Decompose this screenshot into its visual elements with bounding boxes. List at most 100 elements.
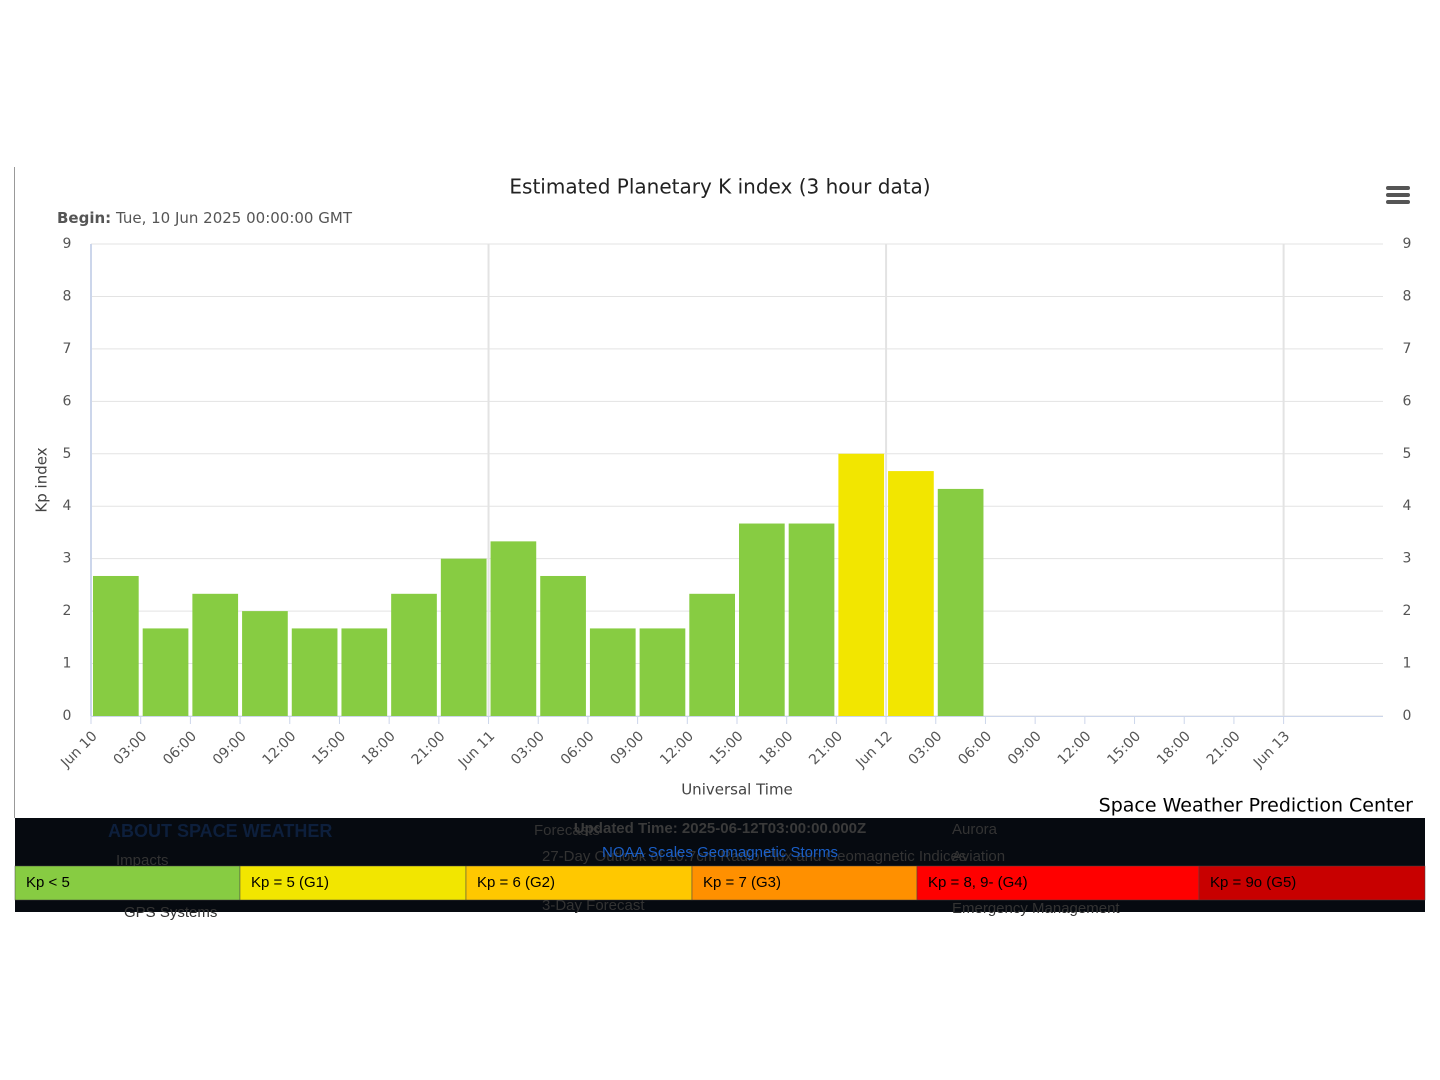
x-tick-label: 21:00 — [409, 728, 449, 768]
bar — [490, 541, 537, 716]
footer-link[interactable]: GPS Systems — [124, 904, 217, 921]
y-tick-label: 8 — [63, 288, 72, 304]
subtitle-text: Tue, 10 Jun 2025 00:00:00 GMT — [115, 209, 353, 227]
x-tick-label: 12:00 — [1055, 728, 1095, 768]
scale-label: Kp = 7 (G3) — [703, 874, 781, 891]
bar — [391, 593, 437, 716]
menu-bar — [1386, 200, 1410, 204]
y-tick-label: 5 — [63, 446, 72, 462]
menu-bar — [1386, 186, 1410, 190]
bar — [589, 628, 636, 716]
x-tick-label: 18:00 — [359, 728, 399, 768]
y-tick-label: 1 — [63, 656, 72, 672]
bar — [242, 611, 288, 716]
bar — [540, 575, 586, 716]
x-tick-label: 18:00 — [1154, 728, 1194, 768]
footer-link[interactable]: Forecasts — [534, 822, 600, 839]
bar — [838, 453, 885, 716]
y-tick-label-right: 6 — [1403, 393, 1412, 409]
x-tick-label: 09:00 — [1005, 728, 1045, 768]
x-tick-label: 03:00 — [110, 728, 150, 768]
x-tick-label: 12:00 — [657, 728, 697, 768]
x-tick-label: 12:00 — [260, 728, 300, 768]
chart-title: Estimated Planetary K index (3 hour data… — [509, 175, 930, 199]
scale-box — [1198, 865, 1426, 901]
y-tick-label: 0 — [63, 708, 72, 724]
x-tick-label: 06:00 — [558, 728, 598, 768]
x-tick-label: Jun 11 — [455, 728, 498, 771]
y-tick-label: 6 — [63, 393, 72, 409]
bar — [689, 593, 735, 716]
scale-label: Kp < 5 — [26, 874, 70, 891]
y-tick-label-right: 4 — [1403, 498, 1412, 514]
footer-link[interactable]: Impacts — [116, 852, 169, 869]
bar — [291, 628, 338, 716]
x-tick-label: Jun 10 — [57, 728, 100, 771]
bar — [93, 575, 139, 716]
x-tick-label: 09:00 — [210, 728, 250, 768]
y-tick-label-right: 0 — [1403, 708, 1412, 724]
y-axis-title: Kp index — [33, 447, 51, 512]
y-tick-label: 9 — [63, 236, 72, 252]
scale-box — [14, 865, 241, 901]
footer-link[interactable]: Aurora — [952, 821, 998, 838]
y-tick-label-right: 8 — [1403, 288, 1412, 304]
bar — [739, 523, 785, 716]
x-tick-label: 15:00 — [707, 728, 747, 768]
footer-link[interactable]: Emergency Management — [952, 900, 1120, 917]
bar — [937, 488, 984, 716]
x-tick-label: 03:00 — [508, 728, 548, 768]
x-tick-label: 18:00 — [756, 728, 796, 768]
scale-label: Kp = 5 (G1) — [251, 874, 329, 891]
y-tick-label: 7 — [63, 341, 72, 357]
x-tick-label: 06:00 — [160, 728, 200, 768]
x-tick-label: Jun 12 — [853, 728, 896, 771]
x-tick-label: 06:00 — [955, 728, 995, 768]
y-tick-label-right: 2 — [1403, 603, 1412, 619]
x-tick-label: 09:00 — [607, 728, 647, 768]
scale-label: Kp = 6 (G2) — [477, 874, 555, 891]
y-tick-label-right: 5 — [1403, 446, 1412, 462]
footer-heading[interactable]: ABOUT SPACE WEATHER — [108, 821, 332, 841]
credit: Space Weather Prediction Center — [1099, 795, 1414, 817]
bar — [639, 628, 686, 716]
scale-label: Kp = 9o (G5) — [1210, 874, 1296, 891]
x-axis-title: Universal Time — [681, 781, 793, 799]
footer-link[interactable]: 27-Day Outlook of 10.7cm Radio Flux and … — [542, 848, 966, 865]
bar — [888, 471, 934, 716]
bar — [341, 628, 388, 716]
bar — [192, 593, 239, 716]
bar — [142, 628, 189, 716]
menu-button[interactable] — [1386, 186, 1410, 204]
bar — [440, 558, 487, 716]
y-tick-label: 2 — [63, 603, 72, 619]
x-tick-label: 15:00 — [1104, 728, 1144, 768]
x-tick-label: 21:00 — [806, 728, 846, 768]
y-tick-label-right: 1 — [1403, 656, 1412, 672]
y-tick-label: 3 — [63, 551, 72, 567]
scale-box — [691, 865, 918, 901]
footer-link[interactable]: 3-Day Forecast — [542, 897, 645, 914]
y-tick-label-right: 3 — [1403, 551, 1412, 567]
site-footer: ABOUT SPACE WEATHER Impacts GPS Systems … — [14, 818, 1426, 921]
updated-time: Updated Time: 2025-06-12T03:00:00.000Z — [574, 820, 866, 837]
x-tick-label: 15:00 — [309, 728, 349, 768]
scale-box — [239, 865, 467, 901]
menu-bar — [1386, 193, 1410, 197]
y-tick-label: 4 — [63, 498, 72, 514]
x-tick-label: Jun 13 — [1250, 728, 1293, 771]
bar — [788, 523, 835, 716]
y-tick-label-right: 9 — [1403, 236, 1412, 252]
scales-title[interactable]: NOAA Scales Geomagnetic Storms — [602, 844, 838, 861]
footer-link[interactable]: Aviation — [952, 848, 1005, 865]
subtitle: Begin: Tue, 10 Jun 2025 00:00:00 GMT — [57, 209, 353, 227]
subtitle-label: Begin: — [57, 209, 111, 227]
x-tick-label: 21:00 — [1204, 728, 1244, 768]
scale-label: Kp = 8, 9- (G4) — [928, 874, 1028, 891]
y-tick-label-right: 7 — [1403, 341, 1412, 357]
x-tick-label: 03:00 — [906, 728, 946, 768]
scale-box — [916, 865, 1200, 901]
